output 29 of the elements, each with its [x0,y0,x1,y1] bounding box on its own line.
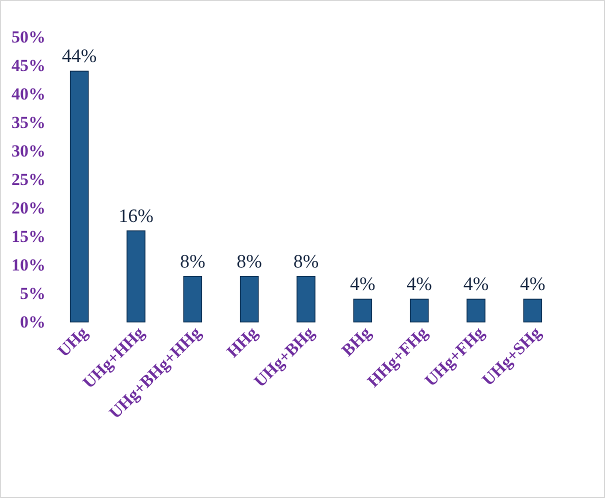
data-label: 4% [350,274,376,296]
y-tick-label: 25% [12,170,46,189]
y-tick-label: 35% [12,113,46,132]
y-tick-label: 20% [12,198,46,218]
data-label: 8% [236,251,262,272]
data-label: 4% [406,274,432,296]
y-tick-label: 45% [12,56,46,75]
bar [523,298,542,322]
data-label: 4% [463,274,489,296]
y-tick-label: 10% [12,256,46,274]
bar [353,298,372,322]
data-label: 16% [118,206,154,227]
y-tick-label: 30% [12,142,46,160]
y-tick-label: 5% [20,284,46,303]
data-label: 44% [62,46,97,68]
bar [183,276,202,322]
data-label: 8% [180,251,206,272]
bar [70,70,89,322]
bar [240,276,259,322]
bar [296,276,316,322]
bar [410,298,429,322]
y-tick-label: 50% [12,28,46,46]
y-tick-label: 40% [12,84,46,104]
data-label: 4% [520,274,546,296]
bar [126,230,146,322]
bar [466,298,486,322]
y-tick-label: 15% [12,227,46,246]
data-label: 8% [293,251,319,272]
y-tick-label: 0% [20,312,46,332]
